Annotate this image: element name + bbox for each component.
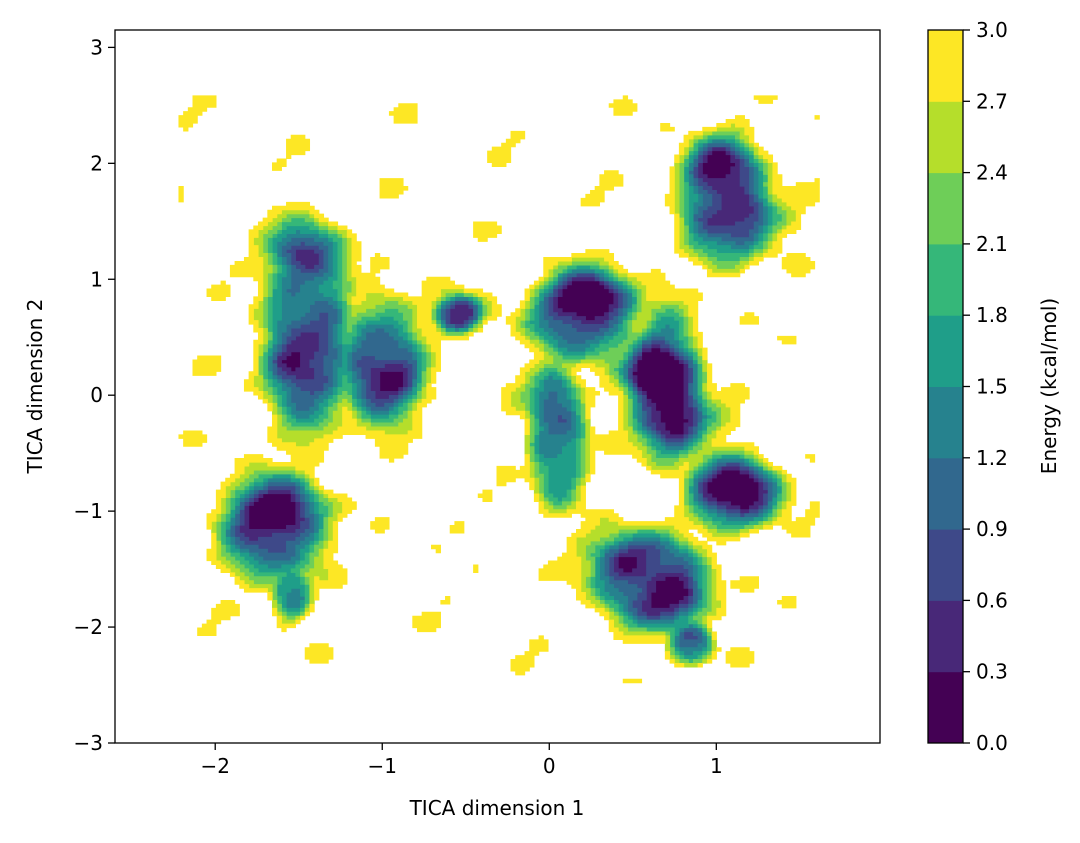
- colorbar-band: [928, 529, 963, 601]
- colorbar-tick-label: 3.0: [976, 18, 1008, 42]
- colorbar-band: [928, 671, 963, 744]
- y-axis-ticks: −3 −2 −1 0 1 2 3: [74, 35, 115, 755]
- colorbar-tick-label: 2.4: [976, 161, 1008, 185]
- contour-level-6: [220, 134, 783, 664]
- colorbar-tick-label: 2.1: [976, 232, 1008, 256]
- colorbar-tick-label: 1.8: [976, 303, 1008, 327]
- colorbar-band: [928, 600, 963, 673]
- colorbar-tick-label: 0.0: [976, 731, 1008, 755]
- colorbar-band: [928, 172, 963, 245]
- colorbar-label: Energy (kcal/mol): [1037, 298, 1061, 474]
- contour-level-0: [248, 150, 759, 609]
- colorbar-bands: [928, 30, 963, 744]
- colorbar-tick-label: 0.3: [976, 660, 1008, 684]
- colorbar-tick-label: 0.6: [976, 588, 1008, 612]
- colorbar-tick-label: 1.5: [976, 375, 1008, 399]
- colorbar-band: [928, 386, 963, 459]
- colorbar-band: [928, 30, 963, 102]
- colorbar-band: [928, 243, 963, 316]
- colorbar-band: [928, 457, 963, 530]
- axes-frame: [114, 29, 881, 744]
- colorbar-tick-label: 2.7: [976, 89, 1008, 113]
- y-tick-label: −3: [74, 731, 103, 755]
- y-tick-label: −1: [74, 499, 103, 523]
- colorbar-tick-label: 1.2: [976, 446, 1008, 470]
- x-tick-label: −2: [200, 754, 229, 778]
- y-tick-label: 3: [90, 35, 103, 59]
- colorbar-ticks: 0.0 0.3 0.6 0.9 1.2 1.5 1.8 2.1 2.4 2.7 3.0: [963, 18, 1008, 755]
- y-tick-label: −2: [74, 615, 103, 639]
- colorbar-band: [928, 315, 963, 387]
- y-tick-label: 1: [90, 267, 103, 291]
- y-tick-label: 0: [90, 383, 103, 407]
- plot-area: [114, 29, 881, 744]
- x-tick-label: −1: [368, 754, 397, 778]
- colorbar-tick-label: 0.9: [976, 517, 1008, 541]
- colorbar-band: [928, 101, 963, 174]
- x-tick-label: 1: [710, 754, 723, 778]
- energy-contour-fill: [178, 95, 820, 684]
- x-axis-label: TICA dimension 1: [409, 796, 585, 820]
- x-tick-label: 0: [543, 754, 556, 778]
- x-axis-ticks: −2 −1 0 1: [200, 743, 723, 778]
- y-tick-label: 2: [90, 151, 103, 175]
- contour-level-2: [234, 146, 769, 640]
- y-axis-label: TICA dimension 2: [23, 299, 47, 475]
- colorbar: 0.0 0.3 0.6 0.9 1.2 1.5 1.8 2.1 2.4 2.7 3.0 Energy…: [927, 18, 1061, 755]
